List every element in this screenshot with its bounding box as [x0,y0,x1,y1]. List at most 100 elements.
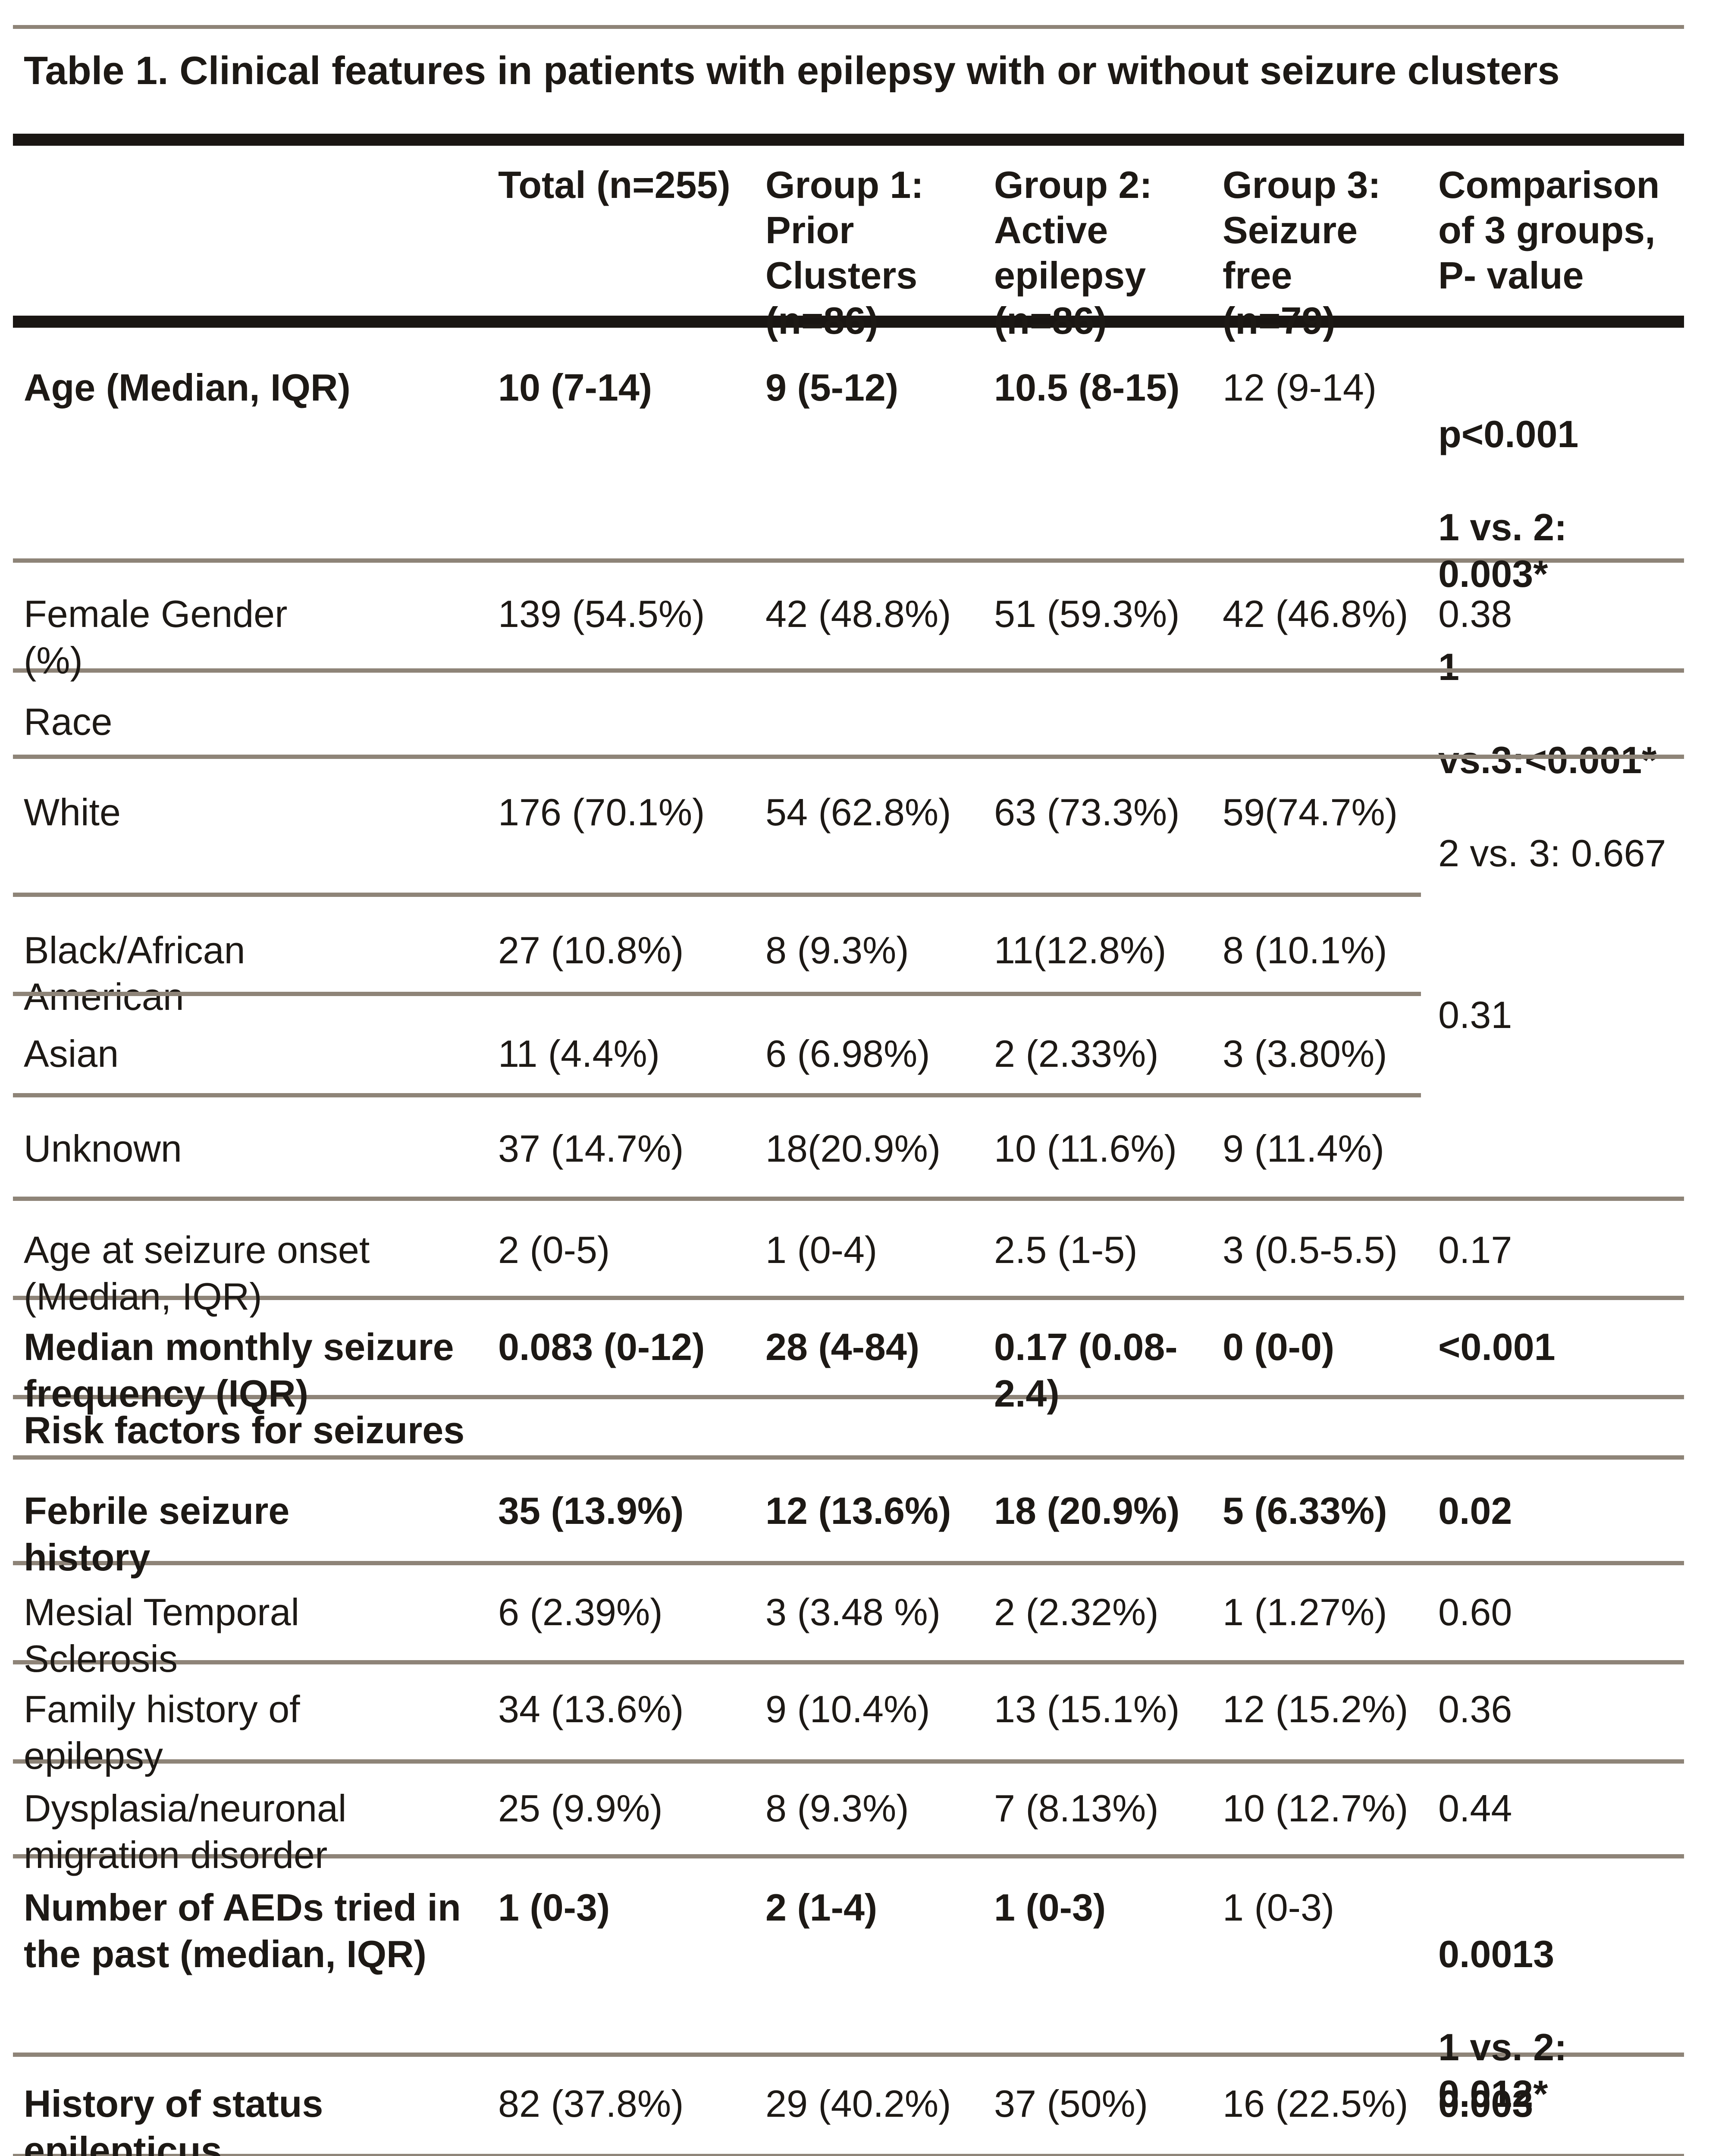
row-dysplasia-group1: 8 (9.3%) [765,1787,909,1830]
row-white-group3: 59(74.7%) [1223,791,1398,834]
row-black-group2: 11(12.8%) [994,929,1167,971]
separator-short [13,992,1421,996]
row-age-label: Age (Median, IQR) [24,366,351,409]
row-asian-group1: 6 (6.98%) [765,1032,930,1075]
row-unknown-group2: 10 (11.6%) [994,1127,1177,1170]
row-dysplasia-group3: 10 (12.7%) [1223,1787,1408,1830]
p-line: p<0.001 [1438,413,1579,455]
row-mesial-label: Mesial Temporal Sclerosis [24,1591,300,1680]
row-aeds: Number of AEDs tried in the past (median… [13,1858,1684,2115]
p-line: 1 vs. 2: 0.003* [1438,506,1567,595]
row-status-group1: 29 (40.2%) [765,2082,951,2125]
row-mesial-group3: 1 (1.27%) [1223,1591,1387,1633]
row-freq-group3: 0 (0-0) [1223,1326,1335,1368]
row-mesial-total: 6 (2.39%) [498,1591,663,1633]
row-female-group2: 51 (59.3%) [994,592,1180,635]
row-status-group3: 16 (22.5%) [1223,2082,1408,2125]
row-onset-pvalue: 0.17 [1438,1228,1512,1271]
top-rule [13,25,1684,29]
row-mesial-group2: 2 (2.32%) [994,1591,1159,1633]
row-dysplasia-label: Dysplasia/neuronal migration disorder [24,1787,347,1876]
row-white-label: White [24,791,121,834]
header-group3: Group 3: Seizure free (n=79) [1223,163,1381,342]
row-unknown-total: 37 (14.7%) [498,1127,684,1170]
row-aed-pvalue: 0.0013 1 vs. 2: 0.012* 1 vs. 3: 0.027* 2… [1438,1858,1684,2156]
row-status-epilepticus: History of status epilepticus 82 (37.8%)… [13,2057,1684,2156]
row-family-label: Family history of epilepsy [24,1688,300,1777]
row-dysplasia-pvalue: 0.44 [1438,1787,1512,1830]
row-family-pvalue: 0.36 [1438,1688,1512,1730]
table-title: Table 1. Clinical features in patients w… [24,49,1560,93]
row-age: Age (Median, IQR) 10 (7-14) 9 (5-12) 10.… [13,328,1684,874]
row-onset-group3: 3 (0.5-5.5) [1223,1228,1398,1271]
row-asian-total: 11 (4.4%) [498,1032,660,1075]
p-line: vs.3:<0.001* [1438,739,1657,781]
row-freq-label: Median monthly seizure frequency (IQR) [24,1326,454,1415]
row-unknown: Unknown 37 (14.7%) 18(20.9%) 10 (11.6%) … [13,1097,1684,1201]
header-group1: Group 1: Prior Clusters (n=86) [765,163,924,342]
row-febrile-group1: 12 (13.6%) [765,1489,951,1532]
row-black-group3: 8 (10.1%) [1223,929,1387,971]
row-status-pvalue: 0.003 [1438,2082,1534,2125]
p-line: 0.0013 [1438,1933,1555,1975]
row-onset-label: Age at seizure onset (Median, IQR) [24,1228,370,1318]
row-white: White 176 (70.1%) 54 (62.8%) 63 (73.3%) … [13,759,1684,897]
p-line: 1 [1438,646,1459,688]
row-aed-group2: 1 (0-3) [994,1886,1106,1929]
row-white-group2: 63 (73.3%) [994,791,1180,834]
header-empty [13,146,498,343]
row-onset-group2: 2.5 (1-5) [994,1228,1138,1271]
row-risk-label: Risk factors for seizures [24,1409,465,1451]
row-febrile: Febrile seizure history 35 (13.9%) 12 (1… [13,1460,1684,1579]
row-status-label: History of status epilepticus [24,2082,323,2156]
row-aed-total: 1 (0-3) [498,1886,610,1929]
row-black-label: Black/African American [24,929,245,1018]
row-mesial: Mesial Temporal Sclerosis 6 (2.39%) 3 (3… [13,1565,1684,1680]
row-onset-total: 2 (0-5) [498,1228,610,1271]
row-freq-group2: 0.17 (0.08- 2.4) [994,1326,1178,1415]
row-age-group2: 10.5 (8-15) [994,366,1180,409]
row-race: Race [13,673,1684,759]
row-asian: Asian 11 (4.4%) 6 (6.98%) 2 (2.33%) 3 (3… [13,996,1684,1097]
row-white-total: 176 (70.1%) [498,791,705,834]
row-female-gender: Female Gender (%) 139 (54.5%) 42 (48.8%)… [13,563,1684,682]
row-aed-group3: 1 (0-3) [1223,1886,1335,1929]
row-febrile-total: 35 (13.9%) [498,1489,684,1532]
row-risk-factors: Risk factors for seizures [13,1399,1684,1460]
row-age-total: 10 (7-14) [498,366,652,409]
row-age-pvalue: p<0.001 1 vs. 2: 0.003* 1 vs.3:<0.001* 2… [1438,328,1684,923]
row-asian-group2: 2 (2.33%) [994,1032,1159,1075]
row-race-label: Race [24,700,113,743]
row-dysplasia-group2: 7 (8.13%) [994,1787,1159,1830]
row-family-group3: 12 (15.2%) [1223,1688,1408,1730]
row-status-group2: 37 (50%) [994,2082,1148,2125]
row-status-total: 82 (37.8%) [498,2082,684,2125]
row-black-group1: 8 (9.3%) [765,929,909,971]
row-black-african-american: Black/African American 27 (10.8%) 8 (9.3… [13,897,1684,1018]
row-white-group1: 54 (62.8%) [765,791,951,834]
row-asian-label: Asian [24,1032,119,1075]
row-mesial-group1: 3 (3.48 %) [765,1591,941,1633]
row-female-pvalue: 0.38 [1438,592,1512,635]
header-row: Total (n=255) Group 1: Prior Clusters (n… [13,134,1684,342]
row-age-group3: 12 (9-14) [1223,366,1377,409]
row-female-group1: 42 (48.8%) [765,592,951,635]
row-febrile-pvalue: 0.02 [1438,1489,1512,1532]
row-febrile-label: Febrile seizure history [24,1489,290,1579]
row-aed-label: Number of AEDs tried in the past (median… [24,1886,461,1975]
row-female-group3: 42 (46.8%) [1223,592,1408,635]
header-total: Total (n=255) [498,163,731,206]
row-unknown-group3: 9 (11.4%) [1223,1127,1384,1170]
race-subrows: White 176 (70.1%) 54 (62.8%) 63 (73.3%) … [13,759,1684,1201]
row-age-at-onset: Age at seizure onset (Median, IQR) 2 (0-… [13,1201,1684,1318]
p-line: 2 vs. 3: 0.667 [1438,832,1666,874]
p-line: 1 vs. 2: 0.012* [1438,2026,1567,2115]
row-onset-group1: 1 (0-4) [765,1228,878,1271]
row-febrile-group3: 5 (6.33%) [1223,1489,1387,1532]
header-comparison: Comparison of 3 groups, P- value [1438,163,1660,297]
row-dysplasia: Dysplasia/neuronal migration disorder 25… [13,1764,1684,1876]
row-freq-total: 0.083 (0-12) [498,1326,705,1368]
row-febrile-group2: 18 (20.9%) [994,1489,1180,1532]
row-freq-pvalue: <0.001 [1438,1326,1556,1368]
clinical-features-table: Total (n=255) Group 1: Prior Clusters (n… [13,134,1684,2156]
